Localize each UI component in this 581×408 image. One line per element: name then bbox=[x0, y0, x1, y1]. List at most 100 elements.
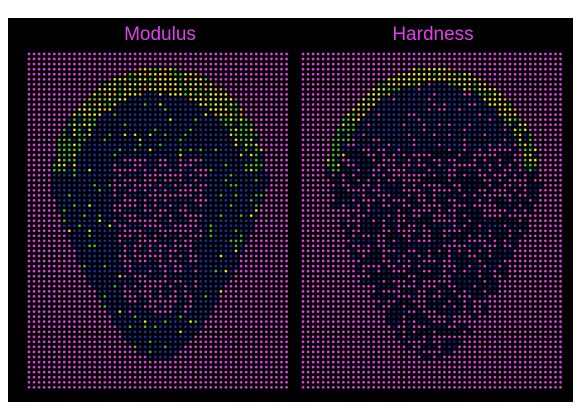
dot bbox=[397, 77, 401, 81]
dot bbox=[357, 62, 360, 66]
dot bbox=[78, 87, 81, 91]
dot bbox=[103, 168, 107, 172]
dot bbox=[239, 87, 243, 91]
dot bbox=[158, 103, 162, 106]
dot bbox=[229, 385, 233, 389]
dot bbox=[438, 57, 441, 61]
dot bbox=[57, 123, 61, 127]
dot bbox=[254, 178, 258, 182]
dot bbox=[513, 82, 517, 86]
dot bbox=[249, 290, 253, 293]
dot bbox=[478, 178, 482, 182]
dot bbox=[316, 123, 320, 127]
dot bbox=[179, 264, 182, 268]
dot bbox=[27, 330, 31, 334]
dot bbox=[103, 188, 107, 192]
dot bbox=[488, 62, 492, 66]
dot bbox=[463, 108, 466, 111]
dot bbox=[194, 199, 198, 202]
dot bbox=[239, 153, 243, 157]
dot bbox=[448, 153, 451, 157]
dot bbox=[219, 259, 223, 263]
dot bbox=[204, 259, 208, 263]
dot bbox=[148, 224, 152, 228]
dot bbox=[539, 52, 542, 56]
dot bbox=[448, 82, 451, 86]
dot bbox=[37, 370, 41, 374]
dot bbox=[98, 163, 102, 167]
dot bbox=[184, 72, 187, 76]
dot bbox=[204, 98, 208, 101]
dot bbox=[118, 360, 122, 364]
dot bbox=[57, 249, 61, 253]
dot bbox=[153, 178, 157, 182]
dot bbox=[148, 375, 152, 379]
dot bbox=[138, 72, 142, 76]
dot bbox=[68, 310, 71, 313]
dot bbox=[402, 173, 406, 177]
dot bbox=[153, 325, 157, 329]
dot bbox=[347, 82, 350, 86]
dot bbox=[138, 385, 142, 389]
dot bbox=[27, 72, 31, 76]
dot bbox=[523, 72, 527, 76]
dot bbox=[443, 98, 446, 101]
dot bbox=[163, 138, 167, 142]
dot bbox=[57, 178, 61, 182]
dot bbox=[189, 194, 192, 197]
dot bbox=[254, 284, 258, 288]
dot bbox=[133, 153, 137, 157]
dot bbox=[265, 365, 268, 369]
dot bbox=[473, 93, 477, 96]
dot bbox=[184, 224, 187, 228]
dot bbox=[133, 214, 137, 217]
dot bbox=[443, 93, 446, 96]
dot bbox=[559, 118, 562, 121]
dot bbox=[189, 108, 192, 111]
dot bbox=[158, 385, 162, 389]
dot bbox=[128, 350, 132, 354]
dot bbox=[98, 290, 102, 293]
dot bbox=[204, 113, 208, 116]
dot bbox=[259, 123, 263, 127]
dot bbox=[57, 360, 61, 364]
dot bbox=[88, 148, 91, 152]
dot bbox=[508, 118, 512, 121]
dot bbox=[372, 103, 376, 106]
dot bbox=[347, 67, 350, 71]
dot bbox=[427, 153, 431, 157]
dot bbox=[83, 183, 86, 187]
dot bbox=[108, 224, 112, 228]
dot bbox=[407, 158, 411, 162]
dot bbox=[523, 133, 527, 137]
dot bbox=[113, 173, 117, 177]
dot bbox=[73, 128, 76, 132]
dot bbox=[285, 173, 288, 177]
dot bbox=[113, 82, 117, 86]
dot bbox=[214, 325, 218, 329]
dot bbox=[179, 67, 182, 71]
dot bbox=[163, 335, 167, 339]
dot bbox=[32, 143, 36, 147]
dot bbox=[143, 325, 147, 329]
dot bbox=[204, 340, 208, 344]
dot bbox=[148, 82, 152, 86]
dot bbox=[219, 254, 223, 258]
dot bbox=[347, 183, 350, 187]
dot bbox=[103, 330, 107, 334]
dot bbox=[518, 82, 522, 86]
dot bbox=[169, 103, 172, 106]
dot bbox=[32, 365, 36, 369]
dot bbox=[407, 183, 411, 187]
dot bbox=[270, 350, 273, 354]
dot bbox=[244, 305, 248, 308]
dot bbox=[458, 173, 461, 177]
dot bbox=[37, 108, 41, 111]
dot bbox=[347, 153, 350, 157]
dot bbox=[52, 375, 56, 379]
dot bbox=[98, 133, 102, 137]
dot bbox=[113, 123, 117, 127]
dot bbox=[133, 123, 137, 127]
dot bbox=[249, 355, 253, 359]
dot bbox=[270, 82, 273, 86]
